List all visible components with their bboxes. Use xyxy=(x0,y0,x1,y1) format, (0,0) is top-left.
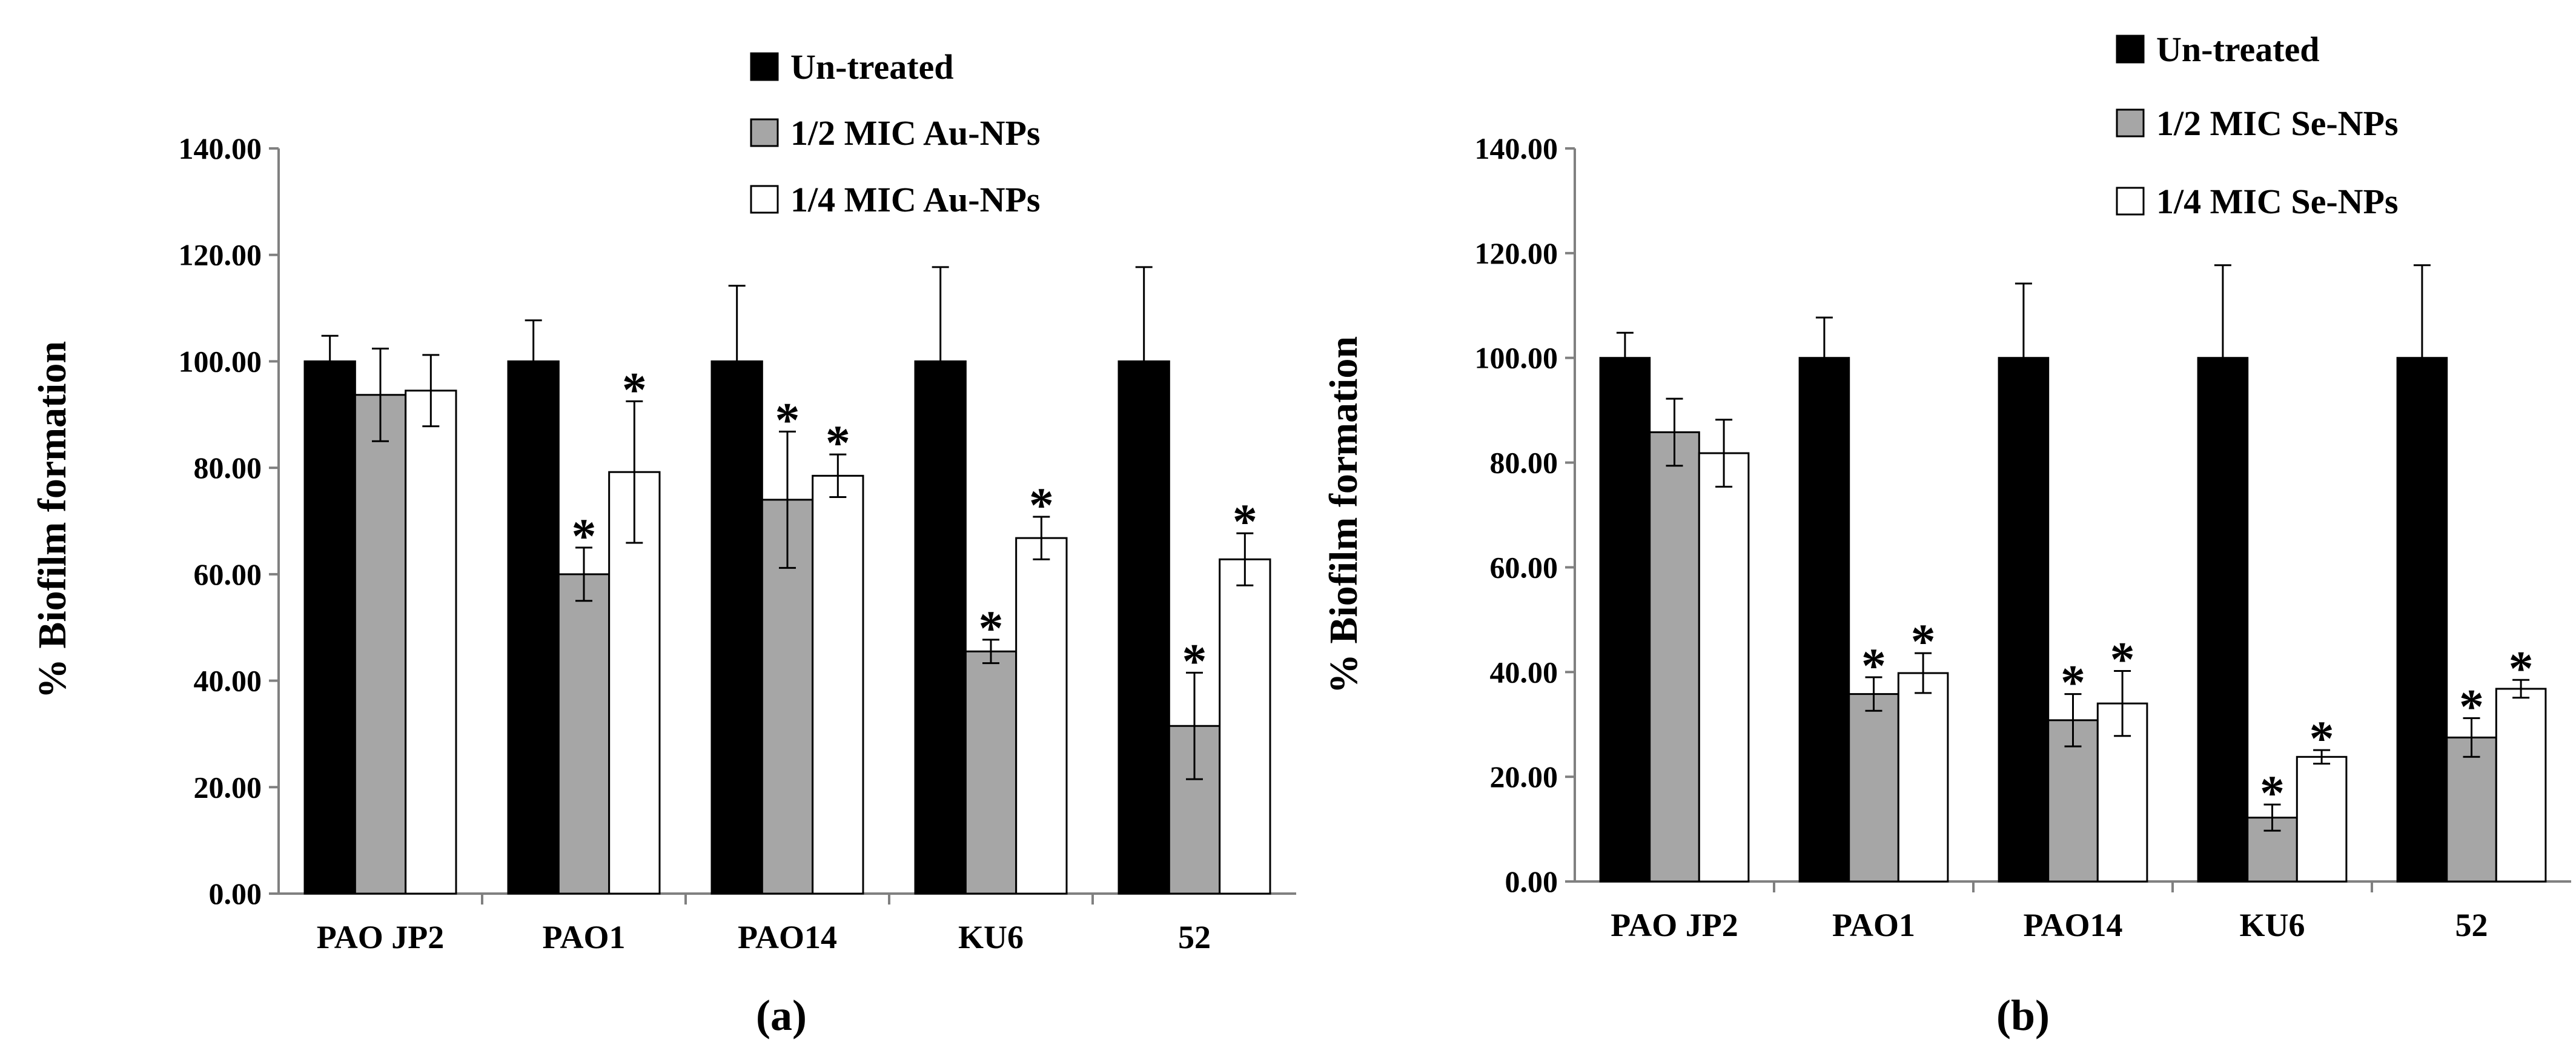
bar xyxy=(1798,357,1850,883)
significance-star: * xyxy=(979,600,1004,656)
bar xyxy=(710,360,763,895)
significance-star: * xyxy=(572,508,597,563)
significance-star: * xyxy=(2061,655,2085,710)
y-tick-label: 60.00 xyxy=(194,557,262,591)
legend-swatch xyxy=(750,185,779,214)
panel-label: (b) xyxy=(1996,991,2050,1040)
bar xyxy=(1848,693,1899,883)
legend-swatch xyxy=(2116,108,2145,138)
bar xyxy=(1998,357,2050,883)
bar xyxy=(1649,431,1700,883)
bar xyxy=(1599,357,1651,883)
y-tick-label: 20.00 xyxy=(194,770,262,804)
y-tick-label: 140.00 xyxy=(179,131,262,165)
y-tick-label: 80.00 xyxy=(1490,446,1558,480)
bar xyxy=(557,573,611,895)
y-tick-label: 100.00 xyxy=(179,344,262,378)
y-axis-title: % Biofilm formation xyxy=(1322,336,1366,694)
category-label: KU6 xyxy=(958,919,1024,955)
significance-star: * xyxy=(2509,640,2534,695)
legend-label: Un-treated xyxy=(2156,30,2320,69)
y-tick-label: 60.00 xyxy=(1490,550,1558,584)
y-tick-label: 120.00 xyxy=(179,238,262,272)
bar xyxy=(507,360,560,895)
bar xyxy=(964,650,1018,895)
bar xyxy=(354,394,407,895)
y-tick-label: 0.00 xyxy=(1505,865,1558,898)
significance-star: * xyxy=(826,415,850,470)
chart-panel-b: 0.00 20.00 40.00 60.00 80.00 100.00 120.00 140.… xyxy=(1322,30,2571,1040)
significance-star: * xyxy=(2309,711,2334,766)
category-label: 52 xyxy=(1178,919,1211,955)
legend-label: 1/2 MIC Se-NPs xyxy=(2156,104,2399,143)
legend-swatch xyxy=(2116,187,2145,216)
bar xyxy=(303,360,356,895)
category-label: PAO14 xyxy=(2024,907,2123,943)
bar xyxy=(812,474,864,895)
significance-star: * xyxy=(1029,477,1054,533)
significance-star: * xyxy=(1911,614,1936,669)
significance-star: * xyxy=(2459,679,2484,734)
significance-star: * xyxy=(622,362,647,417)
bar xyxy=(405,390,457,895)
category-label: 52 xyxy=(2455,907,2488,943)
bar xyxy=(2446,736,2497,883)
legend-label: 1/2 MIC Au-NPs xyxy=(790,113,1040,153)
significance-star: * xyxy=(2110,632,2135,687)
y-tick-label: 100.00 xyxy=(1475,341,1558,375)
y-tick-label: 140.00 xyxy=(1475,131,1558,165)
significance-star: * xyxy=(1233,494,1257,549)
legend-label: 1/4 MIC Au-NPs xyxy=(790,180,1040,219)
y-tick-label: 120.00 xyxy=(1475,236,1558,270)
significance-star: * xyxy=(1861,638,1886,693)
y-tick-label: 40.00 xyxy=(194,664,262,698)
bar xyxy=(2296,755,2348,883)
y-tick-label: 0.00 xyxy=(209,877,262,911)
significance-star: * xyxy=(1182,633,1207,688)
chart-panel-a: 0.00 20.00 40.00 60.00 80.00 100.00 120.00 140.… xyxy=(30,47,1296,1040)
category-label: PAO1 xyxy=(543,919,626,955)
category-label: PAO JP2 xyxy=(317,919,444,955)
legend-swatch xyxy=(750,52,779,81)
y-tick-label: 80.00 xyxy=(194,451,262,485)
significance-star: * xyxy=(2260,765,2285,820)
category-label: PAO JP2 xyxy=(1611,907,1738,943)
legend-label: Un-treated xyxy=(790,47,954,87)
category-label: KU6 xyxy=(2240,907,2305,943)
bar xyxy=(1897,672,1949,883)
significance-star: * xyxy=(775,392,800,447)
panel-label: (a) xyxy=(756,991,807,1040)
category-label: PAO1 xyxy=(1832,907,1915,943)
y-tick-label: 20.00 xyxy=(1490,760,1558,794)
y-axis-title: % Biofilm formation xyxy=(30,341,74,699)
legend-swatch xyxy=(2116,35,2145,64)
legend-swatch xyxy=(750,118,779,147)
bar xyxy=(1219,558,1271,895)
legend-label: 1/4 MIC Se-NPs xyxy=(2156,182,2399,221)
bar xyxy=(1015,537,1068,895)
bar xyxy=(2495,688,2547,883)
category-label: PAO14 xyxy=(738,919,837,955)
bar xyxy=(1698,452,1750,883)
y-tick-label: 40.00 xyxy=(1490,655,1558,689)
